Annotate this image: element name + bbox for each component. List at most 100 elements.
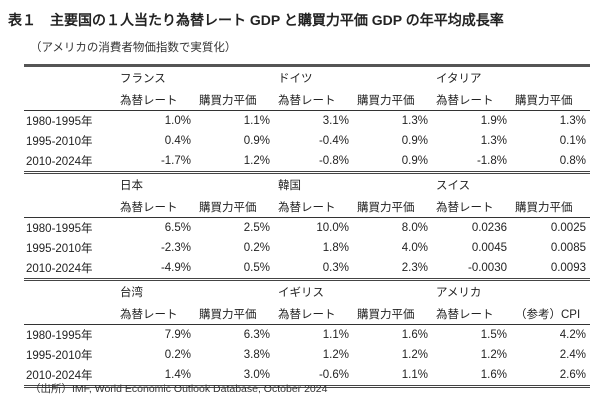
table-cell: 1.6%: [401, 329, 428, 341]
table-row: 1980-1995年 6.5% 2.5% 10.0% 8.0% 0.0236 0.0025: [24, 218, 590, 238]
table-row: 1980-1995年 1.0% 1.1% 3.1% 1.3% 1.9% 1.3%: [24, 111, 590, 131]
period-label: 2010-2024年: [26, 370, 93, 382]
table-row: 1995-2010年 0.2% 3.8% 1.2% 1.2% 1.2% 2.4%: [24, 345, 590, 365]
growth-rate-table: フランス ドイツ イタリア 為替レート 購買力平価 為替レート 購買力平価 為替レート 購買力平…: [24, 64, 590, 388]
table-row: 1980-1995年 7.9% 6.3% 1.1% 1.6% 1.5% 4.2%: [24, 325, 590, 345]
table-cell: 3.8%: [243, 349, 270, 361]
table-row: 1995-2010年 -2.3% 0.2% 1.8% 4.0% 0.0045 0.0085: [24, 238, 590, 258]
period-label: 2010-2024年: [26, 263, 93, 275]
country-name: アメリカ: [436, 287, 482, 299]
table-cell: 1.4%: [164, 369, 191, 381]
table-cell: 1.3%: [559, 115, 586, 127]
table-block: 台湾 イギリス アメリカ為替レート 購買力平価 為替レート 購買力平価 為替レート （参考）C…: [24, 278, 590, 388]
column-header: 購買力平価: [357, 308, 415, 321]
table-cell: 0.0085: [550, 242, 586, 254]
column-header-row: 為替レート 購買力平価 為替レート 購買力平価 為替レート 購買力平価: [24, 89, 590, 111]
country-name: 台湾: [120, 287, 143, 299]
table-cell: 0.0093: [550, 262, 586, 274]
country-name: イギリス: [278, 287, 324, 299]
period-label: 1995-2010年: [26, 243, 93, 255]
table-row: 2010-2024年 -1.7% 1.2% -0.8% 0.9% -1.8% 0.8%: [24, 151, 590, 171]
table-cell: 4.0%: [401, 242, 428, 254]
country-name: イタリア: [436, 73, 482, 85]
table-cell: 1.2%: [243, 155, 270, 167]
table-cell: 0.0025: [550, 222, 586, 234]
country-header-row: 日本 韓国 スイス: [24, 174, 590, 196]
country-name: フランス: [120, 73, 166, 85]
column-header: 購買力平価: [515, 201, 573, 214]
table-cell: -1.8%: [476, 155, 507, 167]
table-block: フランス ドイツ イタリア 為替レート 購買力平価 為替レート 購買力平価 為替レート 購買力平…: [24, 64, 590, 171]
table-cell: 1.1%: [322, 329, 349, 341]
table-cell: -0.0030: [467, 262, 507, 274]
column-header: 為替レート: [278, 201, 336, 214]
country-name: 韓国: [278, 180, 301, 192]
table-cell: 1.6%: [480, 369, 507, 381]
column-header-row: 為替レート 購買力平価 為替レート 購買力平価 為替レート 購買力平価: [24, 196, 590, 218]
period-label: 1980-1995年: [26, 223, 93, 235]
table-cell: 2.4%: [559, 349, 586, 361]
period-label: 1995-2010年: [26, 350, 93, 362]
table-cell: 1.0%: [164, 115, 191, 127]
table-cell: -0.8%: [318, 155, 349, 167]
table-cell: 1.1%: [243, 115, 270, 127]
table-cell: 1.1%: [401, 369, 428, 381]
source-note: （出所）IMF, World Economic Outlook Database…: [30, 383, 328, 395]
table-cell: 1.3%: [480, 135, 507, 147]
table-cell: 0.5%: [243, 262, 270, 274]
country-name: ドイツ: [278, 73, 313, 85]
table-row: 2010-2024年 -4.9% 0.5% 0.3% 2.3% -0.0030 0.0093: [24, 258, 590, 278]
table-cell: 8.0%: [401, 222, 428, 234]
column-header: 購買力平価: [199, 201, 257, 214]
column-header: 購買力平価: [199, 308, 257, 321]
country-header-row: フランス ドイツ イタリア: [24, 67, 590, 89]
table-cell: -2.3%: [160, 242, 191, 254]
period-label: 1980-1995年: [26, 116, 93, 128]
table-cell: 0.4%: [164, 135, 191, 147]
column-header: 購買力平価: [357, 201, 415, 214]
column-header: 購買力平価: [515, 94, 573, 107]
table-cell: 1.2%: [322, 349, 349, 361]
column-header: 為替レート: [278, 94, 336, 107]
table-title: 表１ 主要国の１人当たり為替レート GDP と購買力平価 GDP の年平均成長率: [8, 12, 504, 28]
table-cell: 0.9%: [401, 135, 428, 147]
table-row: 2010-2024年 1.4% 3.0% -0.6% 1.1% 1.6% 2.6%: [24, 365, 590, 385]
column-header: （参考）CPI: [515, 308, 581, 321]
table-cell: 0.2%: [164, 349, 191, 361]
column-header: 為替レート: [436, 94, 494, 107]
table-cell: 4.2%: [559, 329, 586, 341]
table-cell: 2.5%: [243, 222, 270, 234]
column-header: 為替レート: [120, 94, 178, 107]
table-cell: 3.0%: [243, 369, 270, 381]
table-cell: 10.0%: [316, 222, 349, 234]
table-cell: 2.3%: [401, 262, 428, 274]
table-cell: 1.3%: [401, 115, 428, 127]
table-cell: 1.5%: [480, 329, 507, 341]
column-header: 為替レート: [436, 201, 494, 214]
table-cell: -1.7%: [160, 155, 191, 167]
table-cell: 1.2%: [401, 349, 428, 361]
column-header: 購買力平価: [199, 94, 257, 107]
table-cell: 0.0236: [471, 222, 507, 234]
column-header: 為替レート: [436, 308, 494, 321]
table-cell: 7.9%: [164, 329, 191, 341]
table-cell: 2.6%: [559, 369, 586, 381]
table-cell: 0.8%: [559, 155, 586, 167]
country-name: 日本: [120, 180, 143, 192]
table-cell: 1.2%: [480, 349, 507, 361]
country-header-row: 台湾 イギリス アメリカ: [24, 281, 590, 303]
table-cell: 1.9%: [480, 115, 507, 127]
table-block: 日本 韓国 スイス 為替レート 購買力平価 為替レート 購買力平価 為替レート 購買力平価 198…: [24, 171, 590, 278]
column-header: 為替レート: [278, 308, 336, 321]
table-cell: 0.1%: [559, 135, 586, 147]
table-cell: 0.2%: [243, 242, 270, 254]
column-header: 為替レート: [120, 308, 178, 321]
period-label: 1995-2010年: [26, 136, 93, 148]
table-cell: 0.0045: [471, 242, 507, 254]
period-label: 1980-1995年: [26, 330, 93, 342]
table-cell: 0.3%: [322, 262, 349, 274]
table-cell: 0.9%: [243, 135, 270, 147]
table-cell: 0.9%: [401, 155, 428, 167]
table-cell: 6.5%: [164, 222, 191, 234]
table-cell: 1.8%: [322, 242, 349, 254]
